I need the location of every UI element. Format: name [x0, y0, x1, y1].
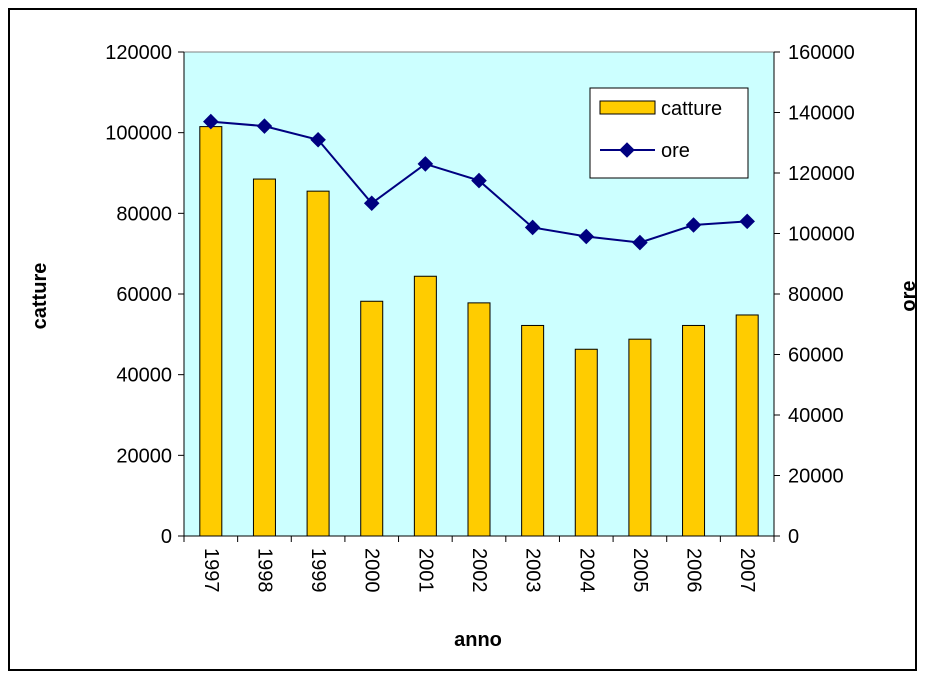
x-tick-label: 1998 — [253, 548, 275, 593]
bar-catture-2004 — [574, 348, 598, 537]
y-left-tick-label: 100000 — [105, 123, 172, 145]
x-tick-label: 1997 — [200, 548, 222, 593]
x-tick-label: 2006 — [683, 548, 705, 593]
x-tick-label: 2007 — [736, 548, 758, 593]
line-series-ore — [203, 113, 755, 251]
y-right-tick-label: 60000 — [788, 345, 844, 367]
x-tick-label: 2004 — [575, 548, 597, 593]
y-right-tick-label: 140000 — [788, 103, 855, 125]
marker-ore-2003 — [524, 219, 541, 236]
y-right-tick-label: 40000 — [788, 405, 844, 427]
y-right-tick-label: 80000 — [788, 284, 844, 306]
bar-series-catture — [199, 126, 759, 537]
bar-catture-2005 — [628, 338, 652, 537]
y-left-tick-label: 20000 — [116, 445, 172, 467]
bar-catture-1997 — [199, 126, 223, 537]
bar-catture-2000 — [360, 300, 384, 537]
y-right-tick-label: 120000 — [788, 163, 855, 185]
bar-catture-2001 — [413, 275, 437, 537]
x-axis-title: anno — [454, 629, 502, 651]
y-left-tick-label: 120000 — [105, 42, 172, 64]
marker-ore-2002 — [471, 172, 487, 189]
bar-catture-2002 — [467, 302, 491, 537]
bar-catture-2006 — [682, 324, 706, 537]
marker-ore-2006 — [685, 217, 702, 233]
marker-ore-2000 — [363, 195, 380, 212]
y-axis-title-left: catture — [29, 263, 51, 330]
legend-label-catture: catture — [661, 98, 722, 120]
x-tick-label: 2001 — [414, 548, 436, 593]
y-right-tick-label: 100000 — [788, 224, 855, 246]
x-tick-label: 1999 — [307, 548, 329, 593]
y-axis-title-right: ore — [898, 280, 920, 311]
bar-catture-1999 — [306, 190, 330, 537]
marker-ore-2001 — [417, 156, 434, 172]
bar-catture-1998 — [252, 178, 276, 537]
x-tick-label: 2002 — [468, 548, 490, 593]
legend-swatch-ore-marker — [619, 142, 635, 158]
legend-label-ore: ore — [661, 140, 690, 162]
legend-swatch-catture — [599, 100, 656, 115]
marker-ore-1997 — [203, 113, 219, 130]
bar-catture-2003 — [521, 324, 545, 537]
y-left-tick-label: 40000 — [116, 365, 172, 387]
axes: 0 20000 40000 60000 80000 100000 120000 0 20000 4… — [105, 42, 855, 593]
x-tick-label: 2000 — [361, 548, 383, 593]
legend: catture ore — [589, 87, 749, 179]
marker-ore-2007 — [739, 213, 755, 230]
y-right-tick-label: 160000 — [788, 42, 855, 64]
y-left-tick-label: 80000 — [116, 203, 172, 225]
marker-ore-2004 — [578, 228, 595, 245]
marker-ore-1999 — [310, 131, 326, 148]
x-tick-label: 2005 — [629, 548, 651, 593]
y-left-tick-label: 0 — [161, 526, 172, 548]
y-right-tick-label: 0 — [788, 526, 799, 548]
marker-ore-2005 — [632, 234, 648, 251]
y-left-tick-label: 60000 — [116, 284, 172, 306]
x-tick-label: 2003 — [522, 548, 544, 593]
bar-catture-2007 — [735, 314, 759, 537]
y-right-tick-label: 20000 — [788, 466, 844, 488]
